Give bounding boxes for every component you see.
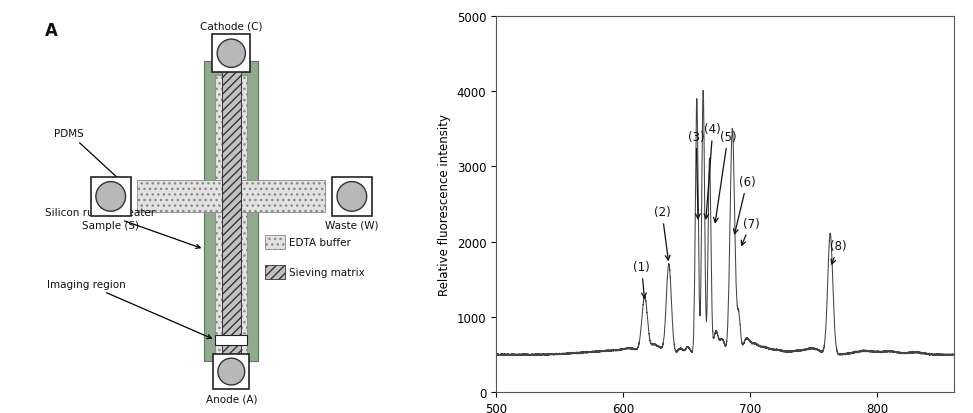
Text: Sieving matrix: Sieving matrix: [289, 268, 364, 278]
Bar: [332, 177, 372, 217]
Text: A: A: [45, 22, 57, 40]
Bar: [215, 213, 247, 361]
Text: Silicon rubber heater: Silicon rubber heater: [45, 208, 200, 249]
Text: Sample (S): Sample (S): [83, 221, 139, 230]
Text: Anode (A): Anode (A): [205, 393, 257, 403]
Text: (6): (6): [734, 176, 755, 234]
Bar: [222, 62, 240, 361]
Circle shape: [218, 358, 245, 385]
Circle shape: [217, 40, 245, 68]
Bar: [266, 265, 285, 280]
Text: EDTA buffer: EDTA buffer: [289, 237, 350, 247]
Bar: [215, 335, 247, 345]
Text: PDMS: PDMS: [54, 129, 126, 187]
Text: (2): (2): [654, 206, 670, 261]
Text: Imaging region: Imaging region: [47, 279, 211, 339]
Bar: [266, 235, 285, 249]
Text: (5): (5): [713, 131, 737, 223]
Text: (4): (4): [704, 123, 721, 219]
Circle shape: [337, 182, 367, 212]
Text: (1): (1): [633, 261, 650, 298]
Text: (8): (8): [830, 240, 847, 264]
Text: (7): (7): [741, 217, 759, 246]
Bar: [212, 36, 250, 73]
Bar: [137, 181, 326, 213]
Circle shape: [96, 182, 126, 212]
Text: Waste (W): Waste (W): [325, 221, 378, 230]
Bar: [90, 177, 130, 217]
Bar: [213, 354, 249, 389]
Text: (3): (3): [688, 131, 704, 219]
Y-axis label: Relative fluorescence intensity: Relative fluorescence intensity: [438, 114, 451, 295]
Bar: [204, 62, 259, 361]
Text: Cathode (C): Cathode (C): [200, 21, 263, 31]
Bar: [215, 76, 247, 181]
